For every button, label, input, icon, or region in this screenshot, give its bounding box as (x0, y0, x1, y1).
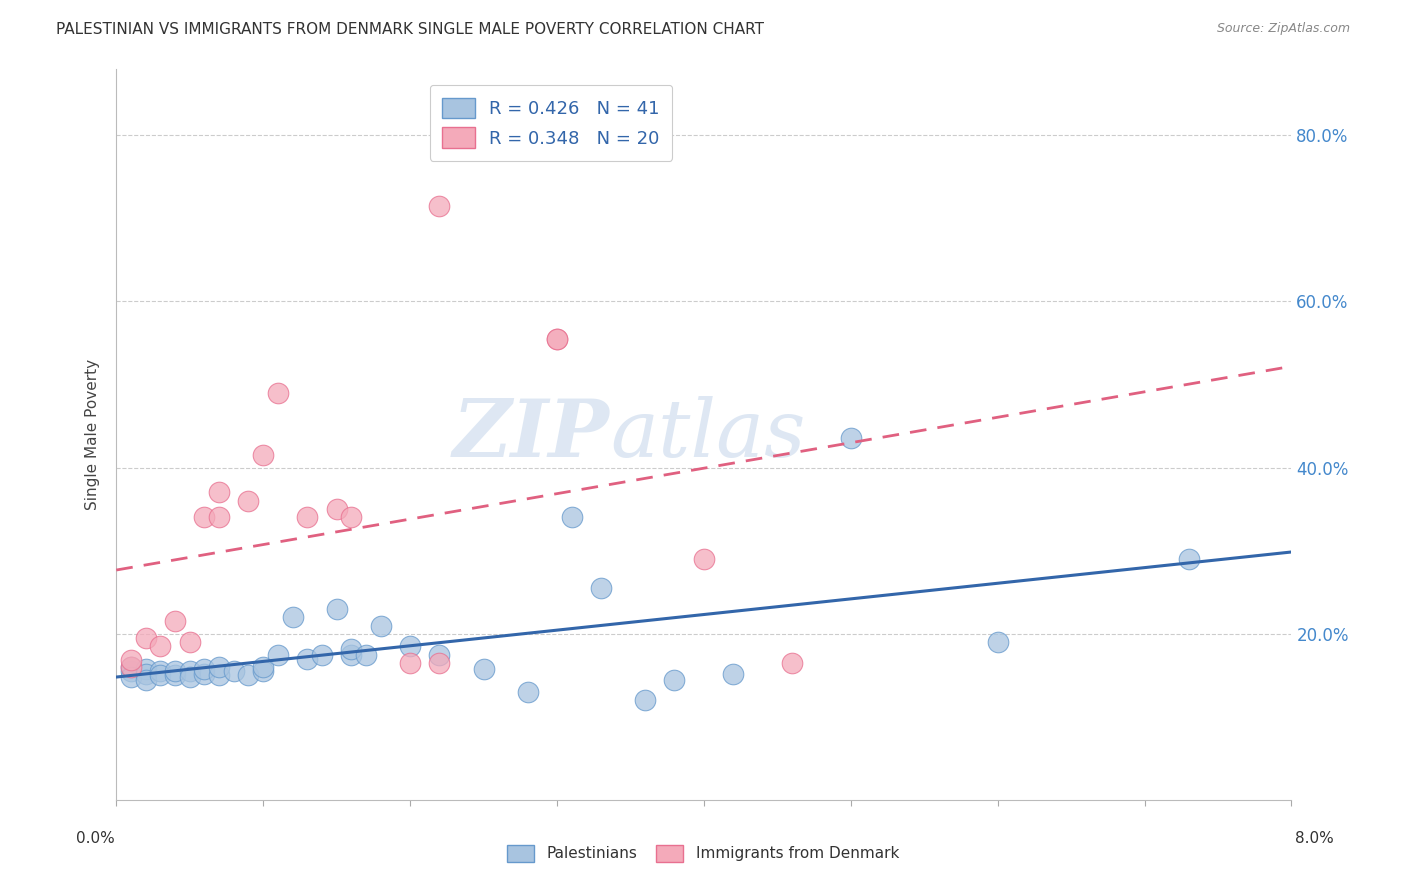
Point (311, 648, 333, 662)
Point (370, 618, 392, 632)
Point (135, 631, 157, 645)
Point (723, 666, 745, 681)
Point (340, 648, 363, 662)
Point (252, 660, 274, 674)
Y-axis label: Single Male Poverty: Single Male Poverty (86, 359, 100, 510)
Point (340, 641, 363, 656)
Point (281, 610, 304, 624)
Point (120, 660, 142, 674)
Point (325, 502, 347, 516)
Point (516, 685, 538, 699)
Point (120, 664, 142, 678)
Point (472, 662, 495, 676)
Point (340, 510, 363, 524)
Point (120, 670, 142, 684)
Point (179, 664, 201, 678)
Point (297, 510, 319, 524)
Point (399, 640, 422, 654)
Point (987, 635, 1010, 649)
Point (208, 668, 231, 682)
Point (252, 448, 274, 462)
Legend: R = 0.426   N = 41, R = 0.348   N = 20: R = 0.426 N = 41, R = 0.348 N = 20 (430, 85, 672, 161)
Point (135, 662, 157, 676)
Point (149, 668, 172, 682)
Point (222, 664, 245, 678)
Point (429, 656, 451, 670)
Point (589, 581, 612, 595)
Point (120, 660, 142, 674)
Text: 8.0%: 8.0% (1295, 831, 1334, 846)
Point (193, 510, 215, 524)
Point (149, 664, 172, 678)
Point (1177, 552, 1199, 566)
Point (163, 664, 186, 678)
Text: 0.0%: 0.0% (76, 831, 115, 846)
Point (193, 662, 215, 676)
Point (399, 656, 422, 670)
Point (267, 385, 290, 400)
Text: atlas: atlas (610, 395, 806, 473)
Point (135, 666, 157, 681)
Point (179, 635, 201, 649)
Point (780, 656, 803, 670)
Point (693, 552, 716, 566)
Point (238, 493, 260, 508)
Legend: Palestinians, Immigrants from Denmark: Palestinians, Immigrants from Denmark (501, 838, 905, 868)
Point (664, 673, 686, 687)
Point (297, 652, 319, 666)
Text: ZIP: ZIP (453, 395, 610, 473)
Point (193, 666, 215, 681)
Point (208, 510, 231, 524)
Point (561, 510, 583, 524)
Point (429, 648, 451, 662)
Point (149, 640, 172, 654)
Point (546, 332, 568, 346)
Point (208, 485, 231, 500)
Point (634, 693, 657, 707)
Point (325, 602, 347, 616)
Text: Source: ZipAtlas.com: Source: ZipAtlas.com (1216, 22, 1350, 36)
Point (179, 670, 201, 684)
Point (546, 332, 568, 346)
Point (238, 668, 260, 682)
Point (267, 648, 290, 662)
Point (208, 660, 231, 674)
Point (252, 664, 274, 678)
Point (163, 668, 186, 682)
Point (135, 673, 157, 687)
Point (429, 199, 451, 213)
Point (163, 615, 186, 629)
Text: PALESTINIAN VS IMMIGRANTS FROM DENMARK SINGLE MALE POVERTY CORRELATION CHART: PALESTINIAN VS IMMIGRANTS FROM DENMARK S… (56, 22, 765, 37)
Point (839, 432, 862, 446)
Point (120, 653, 142, 667)
Point (354, 648, 377, 662)
